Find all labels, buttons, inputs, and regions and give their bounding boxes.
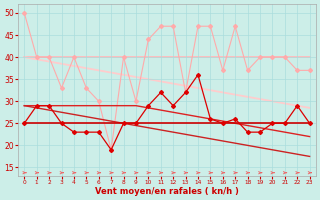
X-axis label: Vent moyen/en rafales ( kn/h ): Vent moyen/en rafales ( kn/h ) — [95, 187, 239, 196]
